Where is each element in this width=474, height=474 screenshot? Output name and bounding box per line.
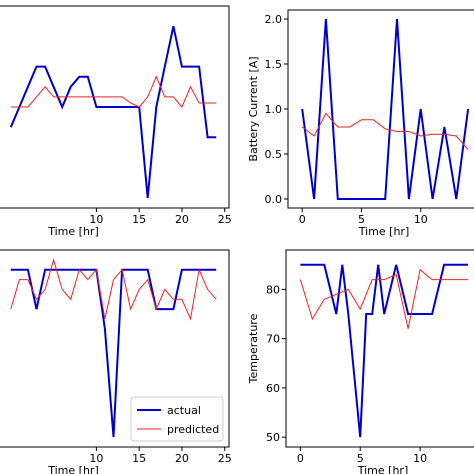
y-tick-label: 70 <box>266 333 280 346</box>
series-line-predicted <box>301 112 469 150</box>
x-tick-label: 15 <box>132 452 146 465</box>
series-line-predicted <box>299 268 468 329</box>
series-line-actual <box>9 25 217 198</box>
legend: actual predicted <box>130 396 224 442</box>
y-tick-label: 50 <box>266 431 280 444</box>
legend-box <box>130 396 224 442</box>
x-tick-label: 10 <box>413 452 427 465</box>
x-tick-label: 10 <box>89 213 103 226</box>
y-tick-label: 80 <box>266 283 280 296</box>
x-tick-label: 5 <box>358 213 365 226</box>
panel-top-left: 10 15 20 25 Time [hr] <box>0 5 232 238</box>
series-line-actual <box>10 268 217 438</box>
x-tick-label: 20 <box>175 452 189 465</box>
y-tick-label: 0.5 <box>265 148 283 161</box>
series-line-actual <box>301 18 470 200</box>
legend-label-predicted: predicted <box>167 423 219 436</box>
x-tick-label: 25 <box>218 452 232 465</box>
y-tick-label: 1.5 <box>265 58 283 71</box>
x-tick-label: 0 <box>299 213 306 226</box>
panel-bottom-left: 10 15 20 25 Time [hr] actual predicted <box>0 249 232 474</box>
x-tick-label: 25 <box>218 213 232 226</box>
y-axis-label: Battery Current [A] <box>247 56 260 161</box>
axes-frame <box>285 249 474 448</box>
y-tick-label: 1.0 <box>265 103 283 116</box>
series-line-actual <box>300 263 468 438</box>
axes-frame <box>0 5 230 209</box>
x-tick-label: 15 <box>132 213 146 226</box>
series-line-predicted <box>10 75 217 108</box>
x-tick-label: 10 <box>414 213 428 226</box>
axes-frame <box>0 249 230 448</box>
x-axis-label: Time [hr] <box>358 225 410 238</box>
x-tick-label: 0 <box>297 452 304 465</box>
y-tick-label: 0.0 <box>265 193 283 206</box>
series-line-predicted <box>10 258 217 321</box>
y-tick-label: 2.0 <box>265 13 283 26</box>
panel-bottom-right: 0 5 10 50 60 70 80 Time [hr] Temperature <box>247 249 474 474</box>
y-tick-label: 60 <box>266 382 280 395</box>
panel-top-right: 0 5 10 0.0 0.5 1.0 1.5 2.0 Time [hr] Battery Curr… <box>247 9 474 238</box>
x-axis-label: Time [hr] <box>47 464 99 474</box>
x-tick-label: 5 <box>357 452 364 465</box>
x-tick-label: 10 <box>89 452 103 465</box>
y-axis-label: Temperature <box>247 313 260 384</box>
legend-label-actual: actual <box>167 404 201 417</box>
x-axis-label: Time [hr] <box>47 225 99 238</box>
x-axis-label: Time [hr] <box>357 464 409 474</box>
x-tick-label: 20 <box>175 213 189 226</box>
